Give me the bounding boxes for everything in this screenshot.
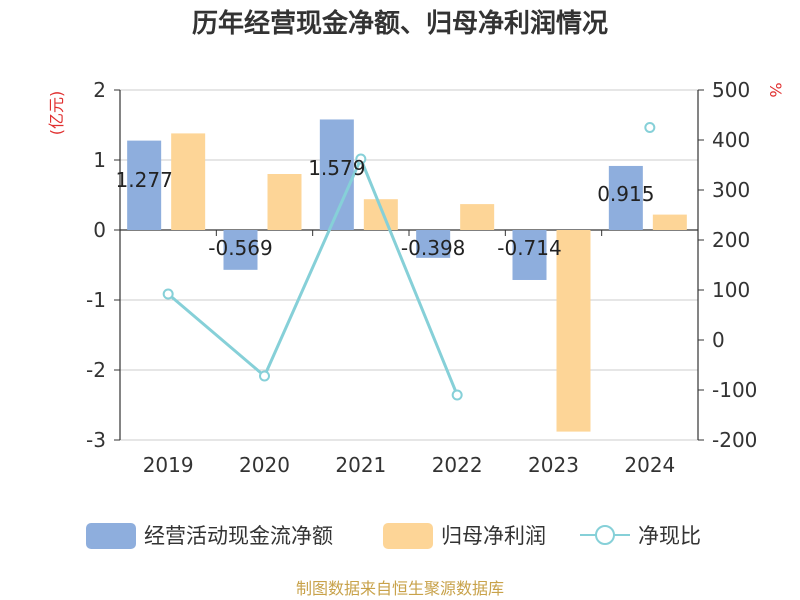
line-series [162, 122, 656, 401]
source-note: 制图数据来自恒生聚源数据库 [296, 579, 504, 598]
bar [416, 230, 451, 258]
data-label: -0.398 [401, 236, 465, 260]
left-tick-label: -3 [86, 428, 106, 452]
left-tick-label: 2 [93, 78, 106, 102]
data-label: 0.915 [597, 182, 654, 206]
line-point [162, 288, 174, 300]
bar [223, 230, 258, 270]
legend-swatch [383, 523, 433, 549]
right-tick-label: 200 [712, 228, 750, 252]
line-segment [167, 155, 459, 396]
data-label: -0.569 [208, 236, 272, 260]
legend: 经营活动现金流净额 归母净利润 净现比 [86, 523, 701, 549]
bar [608, 165, 643, 230]
category-label: 2024 [624, 453, 675, 477]
chart-title: 历年经营现金净额、归母净利润情况 [192, 8, 608, 39]
left-tick-label: 1 [93, 148, 106, 172]
axes: 2 1 0 -1 -2 -3 500 400 300 200 100 0 -100 -200 2019 202… [86, 78, 757, 477]
category-label: 2021 [335, 453, 386, 477]
line-point [355, 153, 367, 165]
gridlines [120, 89, 698, 441]
line-point [644, 122, 656, 133]
data-label: 1.579 [308, 156, 365, 180]
data-label: 1.277 [116, 168, 173, 192]
bar [512, 230, 547, 280]
bar [652, 214, 687, 230]
legend-label: 净现比 [638, 524, 701, 548]
legend-swatch [86, 523, 136, 549]
data-label: -0.714 [497, 236, 561, 260]
left-tick-label: 0 [93, 218, 106, 242]
bar [127, 140, 162, 230]
left-tick-label: -1 [86, 288, 106, 312]
bar [556, 230, 591, 432]
bar [267, 174, 302, 230]
data-labels: 1.277 -0.569 1.579 -0.398 -0.714 0.915 [116, 156, 655, 260]
category-label: 2022 [432, 453, 483, 477]
left-tick-label: -2 [86, 358, 106, 382]
right-tick-label: 0 [712, 328, 725, 352]
right-tick-label: 400 [712, 128, 750, 152]
category-label: 2023 [528, 453, 579, 477]
bars [127, 119, 687, 432]
category-label: 2019 [143, 453, 194, 477]
line-point [451, 389, 463, 401]
right-tick-label: 100 [712, 278, 750, 302]
legend-label: 经营活动现金流净额 [144, 524, 333, 548]
left-axis-unit: (亿元) [47, 91, 66, 136]
legend-label: 归母净利润 [441, 524, 546, 548]
line-point [259, 370, 270, 382]
right-axis-unit: % [766, 82, 785, 97]
right-tick-label: -200 [712, 428, 757, 452]
bar [171, 133, 206, 230]
right-tick-label: -100 [712, 378, 757, 402]
right-tick-label: 500 [712, 78, 750, 102]
right-tick-label: 300 [712, 178, 750, 202]
bar [363, 199, 398, 230]
bar [460, 204, 495, 230]
category-label: 2020 [239, 453, 290, 477]
legend-marker [595, 525, 615, 545]
